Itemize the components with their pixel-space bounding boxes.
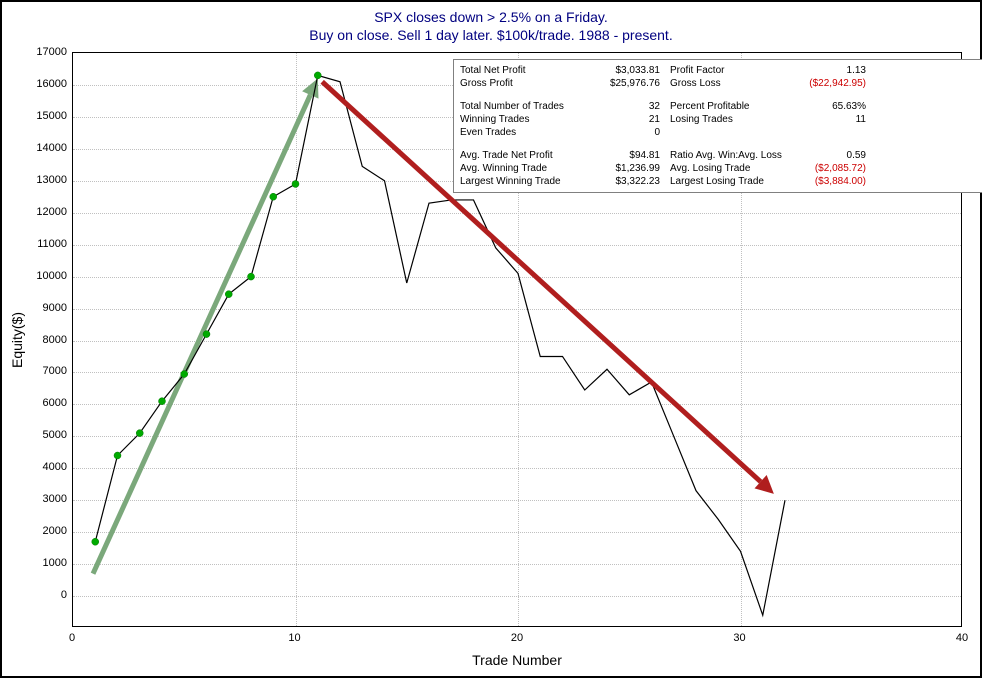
chart-container: Equity($) Trade Number 01000200030004000… (72, 52, 962, 627)
y-tick: 2000 (17, 525, 67, 537)
marker-point (248, 273, 255, 280)
stats-value: 32 (588, 101, 660, 112)
marker-point (292, 180, 299, 187)
y-tick: 11000 (17, 238, 67, 250)
y-tick: 3000 (17, 493, 67, 505)
statistics-box: Total Net Profit$3,033.81Profit Factor1.… (453, 59, 982, 193)
stats-value: 0.59 (790, 150, 866, 161)
stats-value: 65.63% (790, 101, 866, 112)
stats-row: Total Number of Trades32Percent Profitab… (460, 100, 976, 113)
marker-point (136, 430, 143, 437)
y-tick: 6000 (17, 397, 67, 409)
stats-row: Total Net Profit$3,033.81Profit Factor1.… (460, 64, 976, 77)
y-tick: 13000 (17, 174, 67, 186)
marker-point (92, 538, 99, 545)
stats-label: Total Net Profit (460, 65, 588, 76)
x-tick: 40 (956, 632, 968, 644)
stats-label: Winning Trades (460, 114, 588, 125)
stats-row: Avg. Winning Trade$1,236.99Avg. Losing T… (460, 162, 976, 175)
stats-label: Avg. Losing Trade (660, 163, 790, 174)
stats-label: Avg. Winning Trade (460, 163, 588, 174)
x-tick: 10 (288, 632, 300, 644)
plot-area: Total Net Profit$3,033.81Profit Factor1.… (72, 52, 962, 627)
y-tick: 7000 (17, 365, 67, 377)
stats-label: Total Number of Trades (460, 101, 588, 112)
marker-point (225, 291, 232, 298)
green-trend-arrow (93, 95, 310, 574)
y-tick: 1000 (17, 557, 67, 569)
chart-frame: SPX closes down > 2.5% on a Friday. Buy … (0, 0, 982, 678)
y-tick: 9000 (17, 302, 67, 314)
stats-value: $25,976.76 (588, 78, 660, 89)
y-tick: 10000 (17, 270, 67, 282)
stats-label: Avg. Trade Net Profit (460, 150, 588, 161)
y-tick: 8000 (17, 334, 67, 346)
chart-title: SPX closes down > 2.5% on a Friday. Buy … (2, 2, 980, 44)
y-tick: 15000 (17, 110, 67, 122)
stats-value: 11 (790, 114, 866, 125)
marker-point (159, 398, 166, 405)
x-axis-label: Trade Number (472, 652, 562, 668)
stats-label: Percent Profitable (660, 101, 790, 112)
y-tick: 14000 (17, 142, 67, 154)
y-tick: 12000 (17, 206, 67, 218)
stats-row: Gross Profit$25,976.76Gross Loss($22,942… (460, 77, 976, 90)
stats-row: Winning Trades21Losing Trades11 (460, 113, 976, 126)
stats-value: $3,322.23 (588, 176, 660, 187)
y-tick: 5000 (17, 429, 67, 441)
y-tick: 0 (17, 589, 67, 601)
y-tick: 16000 (17, 78, 67, 90)
y-tick: 4000 (17, 461, 67, 473)
title-line-2: Buy on close. Sell 1 day later. $100k/tr… (2, 26, 980, 44)
stats-value: $3,033.81 (588, 65, 660, 76)
stats-label: Profit Factor (660, 65, 790, 76)
stats-label: Gross Loss (660, 78, 790, 89)
marker-point (203, 331, 210, 338)
stats-row (460, 90, 976, 100)
stats-value: $94.81 (588, 150, 660, 161)
stats-value: ($22,942.95) (790, 78, 866, 89)
marker-point (181, 371, 188, 378)
x-tick: 20 (511, 632, 523, 644)
stats-value: 21 (588, 114, 660, 125)
stats-label: Largest Losing Trade (660, 176, 790, 187)
title-line-1: SPX closes down > 2.5% on a Friday. (2, 8, 980, 26)
marker-point (270, 193, 277, 200)
stats-row: Largest Winning Trade$3,322.23Largest Lo… (460, 175, 976, 188)
x-tick: 30 (733, 632, 745, 644)
stats-label: Gross Profit (460, 78, 588, 89)
stats-row: Avg. Trade Net Profit$94.81Ratio Avg. Wi… (460, 149, 976, 162)
stats-value: ($2,085.72) (790, 163, 866, 174)
stats-label: Largest Winning Trade (460, 176, 588, 187)
x-tick: 0 (69, 632, 75, 644)
marker-point (114, 452, 121, 459)
stats-label: Ratio Avg. Win:Avg. Loss (660, 150, 790, 161)
stats-row (460, 139, 976, 149)
y-tick: 17000 (17, 46, 67, 58)
stats-row: Even Trades0 (460, 126, 976, 139)
stats-label: Losing Trades (660, 114, 790, 125)
marker-point (314, 72, 321, 79)
stats-value: ($3,884.00) (790, 176, 866, 187)
stats-value: 0 (588, 127, 660, 138)
stats-value: $1,236.99 (588, 163, 660, 174)
stats-value: 1.13 (790, 65, 866, 76)
stats-label: Even Trades (460, 127, 588, 138)
